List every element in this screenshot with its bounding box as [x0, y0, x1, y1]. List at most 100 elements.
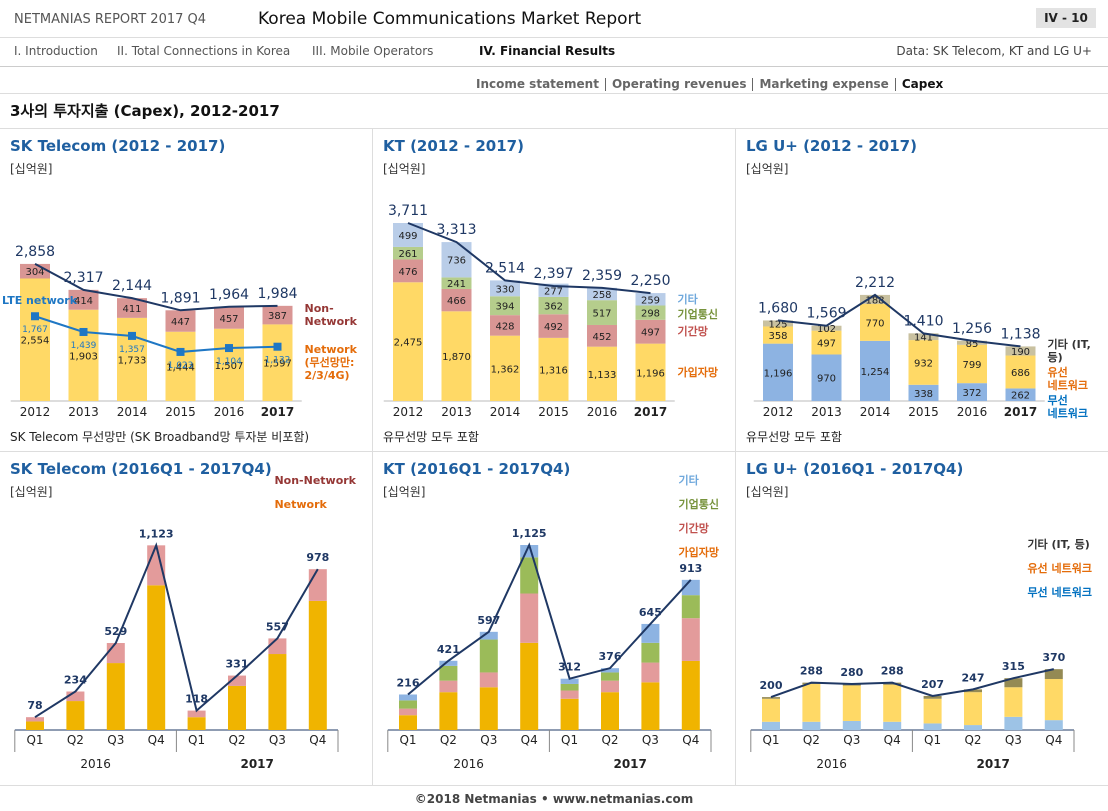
chart-panel: 200 288 280 288 207 247 315 370 Q1 Q2 Q3 Q4 Q1 Q2 Q3 Q4…: [736, 452, 1108, 785]
segment-label: 372: [962, 388, 981, 399]
segment-label: 330: [495, 284, 514, 295]
segment-label: 362: [544, 302, 563, 313]
total-label: 2,144: [112, 278, 152, 294]
bar-segment: [587, 287, 617, 301]
bar-segment: [1044, 720, 1063, 730]
x-tick-label: Q3: [480, 733, 497, 747]
bar-segment: [635, 305, 666, 320]
x-tick-label: 2017: [261, 405, 294, 419]
grid-rule: [372, 128, 373, 785]
bar-segment: [538, 314, 569, 338]
legend-label: Non-Network: [304, 302, 357, 329]
total-label: 2,212: [855, 275, 895, 291]
bar-segment: [908, 384, 939, 401]
x-tick-label: 2014: [117, 405, 148, 419]
segment-label: 499: [398, 231, 417, 242]
nav-item: II. Total Connections in Korea: [117, 44, 291, 58]
header-rule: [0, 37, 1108, 38]
segment-label: 394: [495, 302, 514, 313]
bar-segment: [20, 278, 50, 401]
x-tick-label: Q3: [843, 733, 860, 747]
total-label: 234: [64, 674, 87, 687]
total-line: [407, 222, 651, 295]
bar-segment: [957, 340, 987, 345]
line-marker: [31, 312, 39, 321]
bar-segment: [641, 662, 660, 683]
segment-label: 1,254: [861, 367, 890, 378]
segment-label: 298: [641, 309, 660, 320]
segment-label: 241: [447, 279, 466, 290]
x-tick-label: 2015: [165, 405, 196, 419]
nav-item: IV. Financial Results: [479, 44, 616, 58]
total-label: 1,410: [903, 313, 943, 329]
bar-segment: [560, 698, 579, 730]
bar-segment: [214, 328, 244, 401]
x-group-label: 2016: [816, 757, 847, 771]
segment-label: 2,475: [394, 338, 423, 349]
bar-segment: [147, 545, 166, 586]
x-tick-label: Q4: [682, 733, 699, 747]
total-label: 118: [185, 693, 208, 706]
legend-label: 기간망: [678, 522, 709, 535]
total-label: 2,858: [15, 244, 55, 260]
segment-label: 1,903: [69, 351, 98, 362]
total-label: 331: [226, 658, 249, 671]
segment-label: 2,554: [21, 336, 50, 347]
bar-segment: [228, 675, 246, 686]
total-label: 376: [599, 650, 622, 663]
legend-label: 가입자망: [678, 546, 719, 559]
bar-segment: [490, 280, 520, 297]
segment-label: 414: [74, 296, 93, 307]
total-label: 1,891: [160, 290, 200, 306]
bar-segment: [560, 690, 579, 699]
x-tick-label: 2013: [441, 405, 472, 419]
legend-label: LTE network: [2, 294, 78, 308]
bar-segment: [268, 654, 287, 730]
bar-segment: [439, 660, 458, 666]
legend-label: Network: [274, 498, 327, 511]
bar-segment: [399, 694, 417, 701]
segment-label: 497: [817, 339, 836, 350]
x-tick-label: Q3: [107, 733, 124, 747]
bar-segment: [214, 306, 244, 329]
bar-segment: [117, 298, 147, 318]
bar-segment: [439, 680, 458, 693]
chart-subtitle: [십억원]: [746, 162, 789, 176]
segment-label: 457: [219, 314, 238, 325]
x-tick-label: Q2: [228, 733, 245, 747]
chart-panel: 1,196 970 1,254 338 372 262 358 497 770 932 799 686…: [736, 129, 1108, 451]
bar-segment: [560, 683, 579, 691]
chart-subtitle: [십억원]: [383, 485, 426, 499]
bar-segment: [68, 309, 99, 401]
bar-segment: [441, 277, 472, 289]
segment-label: 1,133: [588, 370, 617, 381]
segment-label: 932: [914, 358, 933, 369]
bar-segment: [490, 315, 520, 336]
line-label: 1,439: [71, 341, 97, 351]
segment-label: 188: [865, 295, 884, 306]
legend-label: 기타: [677, 292, 698, 306]
chart-panel: 78 234 529 1,123 118 331 557 978 Q1 Q2 Q3 Q4 Q1 Q2 Q3 Q…: [0, 452, 372, 785]
legend-label: 기타: [678, 474, 699, 487]
segment-label: 259: [641, 295, 660, 306]
chart-note: SK Telecom 무선망만 (SK Broadband망 투자분 비포함): [10, 430, 310, 444]
bar-segment: [802, 721, 821, 730]
line-label: 1,767: [22, 325, 48, 335]
grid-rule: [0, 128, 1108, 129]
bar-segment: [268, 638, 287, 655]
chart-note: 유무선망 모두 포함: [746, 430, 842, 444]
legend-label: 무선 네트워크: [1047, 393, 1088, 420]
bar-segment: [957, 344, 987, 384]
segment-label: 1,870: [442, 352, 471, 363]
bar-segment: [520, 593, 539, 643]
line-label: 1,023: [168, 361, 194, 371]
x-tick-label: Q4: [884, 733, 901, 747]
bar-segment: [860, 303, 890, 341]
chart: 2,554 1,903 1,733 1,444 1,507 1,597 304 414 411 4…: [10, 244, 302, 419]
bar-segment: [26, 717, 44, 722]
total-label: 3,313: [436, 222, 476, 238]
segment-label: 1,733: [118, 355, 147, 366]
bar-segment: [262, 305, 293, 325]
bar-segment: [308, 600, 327, 730]
chart: 1,196 970 1,254 338 372 262 358 497 770 932 799 686…: [753, 275, 1045, 419]
